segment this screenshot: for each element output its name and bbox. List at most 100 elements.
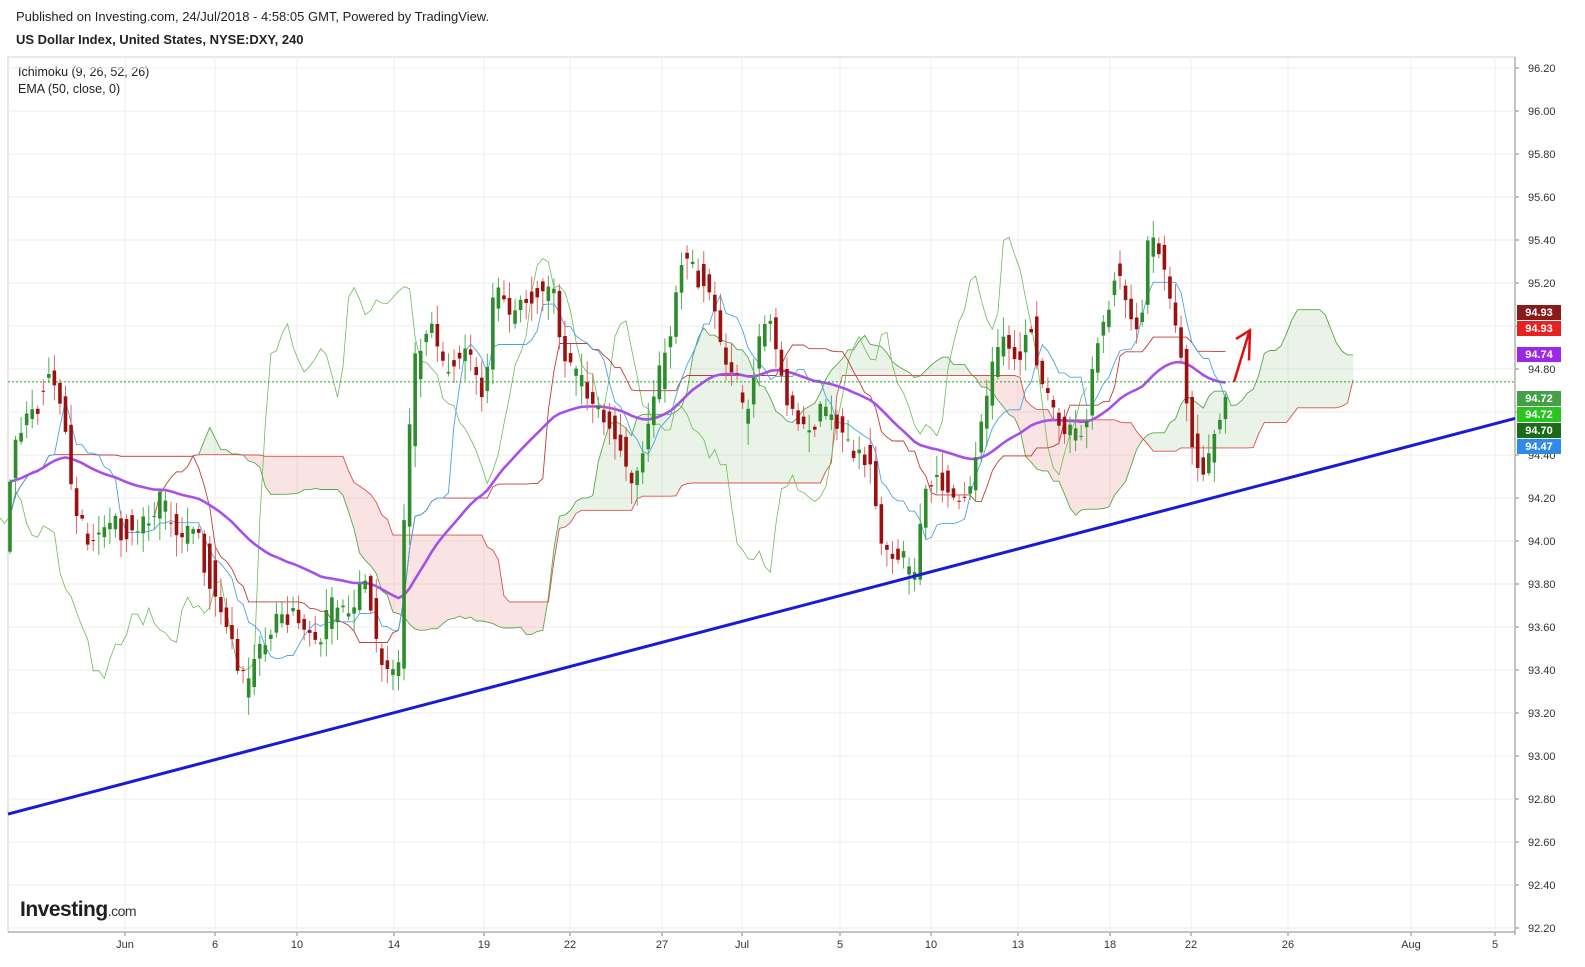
candle-body — [97, 532, 101, 535]
candle-body — [357, 583, 362, 611]
candle-body — [313, 632, 318, 640]
candle-body — [135, 531, 140, 533]
ichimoku-cloud-segment — [670, 411, 676, 497]
x-tick-label: 26 — [1282, 939, 1294, 951]
legend-ema[interactable]: EMA (50, close, 0) — [18, 82, 121, 96]
candle-body — [208, 543, 212, 589]
ichimoku-cloud-segment — [570, 501, 577, 523]
candle-body — [1112, 280, 1117, 296]
candle-body — [246, 678, 251, 698]
ichimoku-cloud-segment — [392, 535, 399, 614]
ichimoku-cloud-segment — [1070, 419, 1076, 516]
candle-body — [446, 371, 451, 374]
y-tick-label: 92.20 — [1528, 923, 1556, 935]
ichimoku-cloud-segment — [509, 601, 516, 628]
candle-body — [485, 367, 490, 391]
candle-body — [979, 421, 984, 453]
ichimoku-cloud-segment — [1036, 409, 1043, 471]
candle-body — [1012, 347, 1017, 360]
candle-body — [141, 516, 145, 534]
candle-body — [219, 597, 223, 613]
candle-body — [158, 491, 162, 519]
candle-body — [191, 528, 195, 534]
candle-body — [774, 317, 778, 350]
candle-body — [1073, 428, 1078, 441]
ichimoku-cloud-segment — [565, 510, 571, 527]
candle-body — [1218, 419, 1222, 430]
candle-body — [19, 432, 23, 442]
candle-body — [257, 643, 262, 659]
ichimoku-cloud-segment — [293, 456, 299, 494]
y-tick-label: 95.40 — [1528, 235, 1556, 247]
x-tick-label: 10 — [291, 939, 303, 951]
candle-body — [640, 453, 645, 473]
candle-body — [973, 457, 978, 491]
candle-body — [108, 522, 112, 530]
candle-body — [1090, 369, 1095, 416]
x-tick-label: 22 — [1185, 939, 1197, 951]
candle-body — [602, 409, 606, 423]
candle-body — [1129, 298, 1133, 320]
ichimoku-cloud-segment — [537, 601, 543, 632]
ichimoku-cloud-segment — [1136, 431, 1143, 450]
candle-body — [607, 411, 612, 429]
candle-body — [962, 496, 967, 498]
candle-body — [929, 485, 934, 487]
candle-body — [180, 532, 184, 538]
price-label-text: 94.93 — [1525, 323, 1553, 335]
candle-body — [1207, 453, 1211, 474]
candle-body — [940, 472, 945, 491]
candle-body — [596, 405, 601, 410]
candle-body — [652, 396, 656, 426]
symbol-title: US Dollar Index, United States, NYSE:DXY… — [16, 32, 304, 47]
ichimoku-cloud-segment — [653, 414, 660, 497]
price-label-text: 94.47 — [1525, 441, 1553, 453]
ichimoku-cloud-segment — [1342, 351, 1348, 407]
ichimoku-cloud-segment — [498, 559, 504, 628]
y-tick-label: 92.40 — [1528, 880, 1556, 892]
candle-body — [951, 488, 956, 498]
ichimoku-cloud-segment — [354, 482, 360, 553]
price-label-text: 94.74 — [1525, 349, 1553, 361]
ichimoku-cloud-segment — [304, 456, 310, 490]
ichimoku-cloud-segment — [953, 364, 960, 376]
candle-body — [785, 368, 789, 406]
candle-body — [285, 614, 290, 625]
candle-body — [296, 609, 301, 624]
ichimoku-cloud-segment — [481, 535, 488, 623]
candle-body — [663, 352, 667, 390]
ichimoku-cloud-segment — [248, 455, 255, 463]
ichimoku-cloud-segment — [925, 364, 932, 376]
x-tick-label: 10 — [925, 939, 937, 951]
ichimoku-cloud-segment — [1292, 309, 1298, 416]
ichimoku-cloud-segment — [942, 357, 948, 376]
ichimoku-cloud-segment — [1330, 329, 1337, 408]
ichimoku-cloud-segment — [265, 456, 271, 495]
ichimoku-cloud-segment — [431, 535, 438, 629]
ichimoku-cloud-segment — [825, 370, 832, 472]
y-tick-label: 96.00 — [1528, 106, 1556, 118]
candle-body — [740, 392, 745, 403]
ichimoku-cloud-segment — [348, 470, 355, 530]
candle-body — [896, 548, 900, 560]
candle-body — [1157, 243, 1161, 255]
ichimoku-cloud-segment — [454, 535, 460, 619]
candle-body — [801, 416, 806, 425]
ichimoku-cloud-segment — [1031, 405, 1037, 469]
candle-body — [918, 523, 922, 580]
x-tick-label: 18 — [1104, 939, 1116, 951]
forecast-arrow — [1232, 332, 1251, 383]
ichimoku-cloud-segment — [709, 335, 715, 484]
y-tick-label: 94.20 — [1528, 493, 1556, 505]
candle-body — [1001, 336, 1006, 357]
ichimoku-cloud-segment — [1297, 309, 1304, 408]
ichimoku-cloud-segment — [487, 546, 493, 624]
candle-body — [718, 310, 723, 342]
candle-body — [391, 669, 395, 676]
kijun-sen-line — [9, 336, 1226, 643]
ichimoku-cloud-segment — [503, 595, 510, 628]
candle-body — [330, 597, 334, 629]
candle-body — [269, 634, 273, 639]
price-label-text: 94.72 — [1525, 409, 1553, 421]
